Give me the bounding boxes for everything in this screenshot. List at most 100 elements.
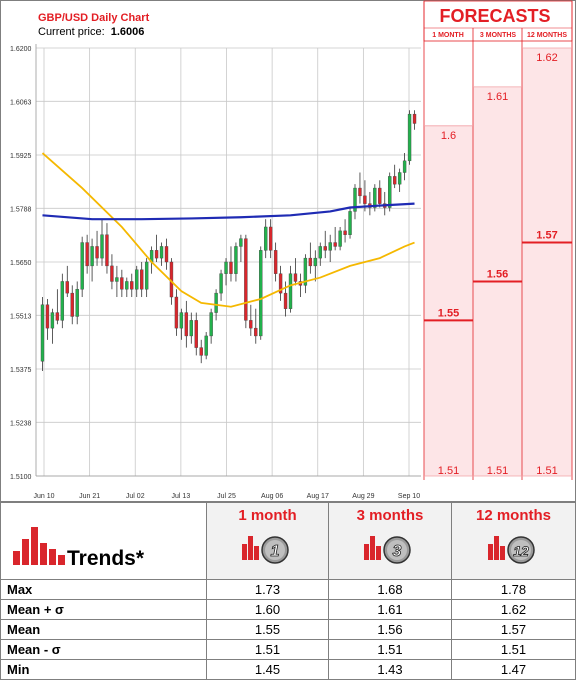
y-tick-label: 1.5375: [10, 367, 32, 374]
candle-body: [318, 246, 322, 259]
candle: [115, 265, 119, 298]
candle: [273, 242, 278, 282]
y-tick-label: 1.6200: [10, 46, 32, 53]
candle-body: [293, 273, 298, 282]
candle: [293, 258, 298, 286]
candle-body: [65, 281, 69, 294]
candle-body: [303, 257, 308, 286]
forecast-column-1-month: 1 MONTH: [432, 32, 464, 39]
chart-title: GBP/USD Daily Chart: [38, 12, 150, 24]
forecast-max-label: 1.6: [441, 130, 456, 142]
forecast-max-label: 1.61: [487, 91, 508, 103]
candle-body: [224, 261, 228, 274]
forecast-column-12-months: 12 MONTHS: [527, 32, 567, 39]
candle-body: [45, 304, 50, 329]
trends-column-label: 1 month: [238, 507, 297, 524]
candle-body: [234, 246, 238, 274]
candle-body: [209, 312, 213, 337]
candle: [353, 184, 357, 220]
candle: [110, 254, 114, 290]
forecast-mean-label: 1.55: [438, 307, 459, 319]
candle-body: [278, 273, 283, 294]
row-value: 1.78: [451, 579, 576, 600]
candle-body: [338, 230, 342, 247]
candle-body: [313, 257, 317, 267]
y-tick-label: 1.5925: [10, 153, 32, 160]
row-label: Max: [0, 579, 207, 600]
candle-body: [90, 246, 94, 267]
forecast-mean-label: 1.57: [536, 230, 557, 242]
candle-body: [219, 273, 223, 294]
period-badge-icon: 3: [364, 536, 411, 564]
candle-body: [120, 277, 124, 290]
row-value: 1.61: [328, 599, 452, 620]
candle: [144, 258, 149, 298]
candle: [397, 168, 402, 192]
candle-body: [60, 281, 65, 321]
candle-body: [363, 195, 367, 204]
candle: [154, 234, 159, 262]
x-tick-label: Jun 21: [79, 493, 100, 500]
trends-title-cell: Trends*: [0, 502, 207, 580]
candle-body: [164, 246, 169, 263]
candle-body: [323, 246, 327, 251]
candle-body: [308, 257, 313, 267]
price-chart: 1.6 1.55 1.51 1.61 1.56 1.51 1.62 1.57 1.51 1.62…: [0, 0, 576, 502]
candle: [333, 226, 337, 251]
trends-column-12-months: 12 months 12: [451, 502, 576, 580]
candle: [313, 250, 317, 282]
row-value: 1.47: [451, 659, 576, 680]
candle-body: [402, 160, 407, 173]
candle: [407, 110, 412, 165]
candle: [392, 164, 397, 189]
candle-body: [353, 187, 357, 212]
candle-body: [135, 269, 139, 290]
x-axis-ticks: Jun 10 Jun 21 Jul 02 Jul 13 Jul 25 Aug 06 Aug …: [33, 493, 420, 500]
candle-body: [140, 269, 144, 290]
candle-body: [184, 312, 189, 337]
candle: [40, 297, 45, 371]
row-value: 1.60: [206, 599, 329, 620]
forecast-title: FORECASTS: [439, 6, 550, 26]
period-badge-icon: 1: [241, 536, 289, 564]
x-tick-label: Aug 06: [261, 493, 283, 500]
candle-body: [348, 211, 352, 235]
candle-body: [40, 304, 45, 362]
candle: [164, 238, 169, 270]
candle-body: [194, 320, 198, 348]
candle: [159, 242, 164, 266]
candle: [244, 234, 248, 329]
candle-body: [373, 187, 377, 208]
y-tick-label: 1.6063: [10, 99, 32, 106]
forecast-min-label: 1.51: [438, 465, 459, 477]
candle-body: [75, 289, 79, 317]
x-tick-label: Jul 02: [126, 493, 145, 500]
row-value: 1.43: [328, 659, 452, 680]
moving-average-short-line: [41, 152, 415, 308]
candle-body: [388, 176, 392, 208]
table-row: Mean - σ 1.51 1.51 1.51: [0, 639, 576, 660]
candle-body: [264, 226, 268, 251]
bar-chart-icon: [13, 527, 65, 565]
candle-body: [392, 176, 397, 185]
x-tick-label: Aug 29: [352, 493, 374, 500]
row-label: Min: [0, 659, 207, 680]
row-value: 1.51: [206, 639, 329, 660]
candle: [95, 230, 99, 266]
candle: [328, 234, 332, 262]
candle: [318, 242, 322, 266]
row-label: Mean: [0, 619, 207, 640]
candle: [75, 281, 79, 325]
candle-body: [130, 281, 134, 290]
candle: [204, 332, 208, 360]
chart-grid: [35, 44, 421, 477]
candle-body: [407, 113, 412, 162]
candle-body: [288, 273, 293, 309]
y-tick-label: 1.5513: [10, 313, 32, 320]
candle-body: [333, 242, 337, 247]
candle: [288, 265, 293, 313]
trends-column-label: 3 months: [356, 507, 424, 524]
period-badge-number: 3: [393, 543, 402, 560]
period-badge-icon: 12: [487, 536, 535, 564]
